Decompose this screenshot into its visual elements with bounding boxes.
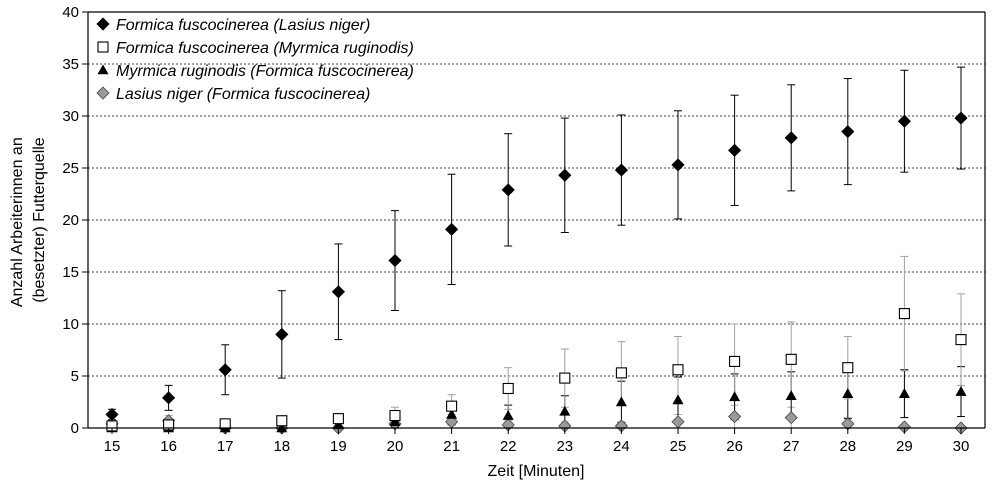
data-point xyxy=(331,285,345,299)
x-tick-label: 24 xyxy=(613,438,630,455)
data-point xyxy=(389,416,401,427)
data-point xyxy=(501,183,515,197)
x-ticks: 15 16 17 18 19 20 21 22 23 24 25 26 27 28 29 30 xyxy=(104,428,970,455)
y-tick-label: 20 xyxy=(62,212,79,229)
data-point xyxy=(218,363,232,377)
y-tick-label: 30 xyxy=(62,108,79,125)
x-tick-label: 20 xyxy=(387,438,404,455)
x-tick-label: 30 xyxy=(953,438,970,455)
data-point xyxy=(898,308,910,320)
legend-marker xyxy=(96,17,110,31)
legend: Formica fuscocinerea (Lasius niger) Formi… xyxy=(96,17,414,103)
legend-label: Myrmica ruginodis (Formica fuscocinerea) xyxy=(116,63,414,80)
y-tick-label: 40 xyxy=(62,4,79,21)
data-point xyxy=(332,413,344,425)
data-point xyxy=(671,415,685,429)
data-point xyxy=(842,362,854,374)
gridlines xyxy=(88,63,985,377)
data-point xyxy=(559,372,571,384)
data-point xyxy=(728,143,742,157)
data-point xyxy=(275,327,289,341)
legend-label: Formica fuscocinerea (Myrmica ruginodis) xyxy=(116,40,414,57)
x-tick-label: 19 xyxy=(330,438,347,455)
data-point xyxy=(162,391,176,405)
data-point xyxy=(784,411,798,425)
legend-marker xyxy=(97,41,109,53)
data-point xyxy=(502,409,514,420)
data-point xyxy=(614,163,628,177)
data-point xyxy=(898,388,910,398)
data-point xyxy=(105,407,119,422)
x-tick-label: 28 xyxy=(839,438,856,455)
data-point xyxy=(446,408,458,419)
legend-label: Lasius niger (Formica fuscocinerea) xyxy=(116,86,370,103)
y-tick-label: 15 xyxy=(62,264,79,281)
y-tick-label: 0 xyxy=(71,420,79,437)
data-point xyxy=(729,391,741,402)
data-point xyxy=(672,394,684,405)
y-axis-title-line2: (besetzter) Futterquelle xyxy=(31,137,48,303)
data-point xyxy=(558,168,572,182)
x-tick-label: 23 xyxy=(556,438,573,455)
legend-marker xyxy=(97,64,109,75)
data-point xyxy=(615,367,627,379)
x-tick-label: 27 xyxy=(783,438,800,455)
x-tick-label: 22 xyxy=(500,438,517,455)
data-point xyxy=(389,409,401,422)
data-point xyxy=(728,409,742,424)
data-point xyxy=(729,355,741,367)
data-point xyxy=(446,400,458,412)
y-ticks: 0 5 10 15 20 25 30 35 40 xyxy=(62,4,88,437)
data-point xyxy=(559,405,571,416)
y-tick-label: 10 xyxy=(62,316,79,333)
data-point xyxy=(785,390,797,401)
data-point xyxy=(954,111,968,125)
data-point xyxy=(785,353,797,365)
data-markers xyxy=(105,111,968,435)
x-tick-label: 17 xyxy=(217,438,234,455)
x-tick-label: 16 xyxy=(160,438,177,455)
data-point xyxy=(897,114,911,128)
data-point xyxy=(219,418,231,430)
x-tick-label: 18 xyxy=(273,438,290,455)
data-point xyxy=(502,382,514,395)
x-tick-label: 26 xyxy=(726,438,743,455)
x-tick-label: 21 xyxy=(443,438,460,455)
y-axis-title-line1: Anzahl Arbeiterinnen an xyxy=(9,137,26,307)
data-point xyxy=(841,125,855,139)
data-point xyxy=(955,334,967,346)
data-point xyxy=(955,385,967,396)
data-point xyxy=(388,253,402,268)
data-point xyxy=(615,396,627,407)
data-point xyxy=(842,388,854,398)
y-axis-title: Anzahl Arbeiterinnen an (besetzter) Futt… xyxy=(9,133,48,307)
legend-marker xyxy=(96,86,110,100)
y-tick-label: 25 xyxy=(62,160,79,177)
legend-label: Formica fuscocinerea (Lasius niger) xyxy=(116,17,370,34)
data-point xyxy=(672,364,684,376)
data-point xyxy=(784,131,798,145)
data-point xyxy=(671,158,685,172)
data-point xyxy=(276,415,288,427)
y-tick-label: 35 xyxy=(62,56,79,73)
data-point xyxy=(445,222,459,236)
x-tick-label: 29 xyxy=(896,438,913,455)
error-bars xyxy=(108,66,965,429)
x-tick-label: 25 xyxy=(670,438,687,455)
x-tick-label: 15 xyxy=(104,438,121,455)
x-axis-title: Zeit [Minuten] xyxy=(488,463,585,480)
y-tick-label: 5 xyxy=(71,368,79,385)
